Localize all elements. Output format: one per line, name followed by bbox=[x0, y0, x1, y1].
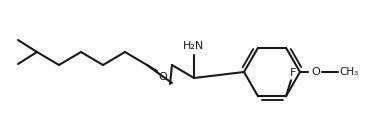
Text: O: O bbox=[159, 72, 167, 82]
Text: F: F bbox=[290, 68, 296, 78]
Text: H₂N: H₂N bbox=[183, 41, 205, 51]
Text: CH₃: CH₃ bbox=[339, 67, 358, 77]
Text: O: O bbox=[312, 67, 320, 77]
